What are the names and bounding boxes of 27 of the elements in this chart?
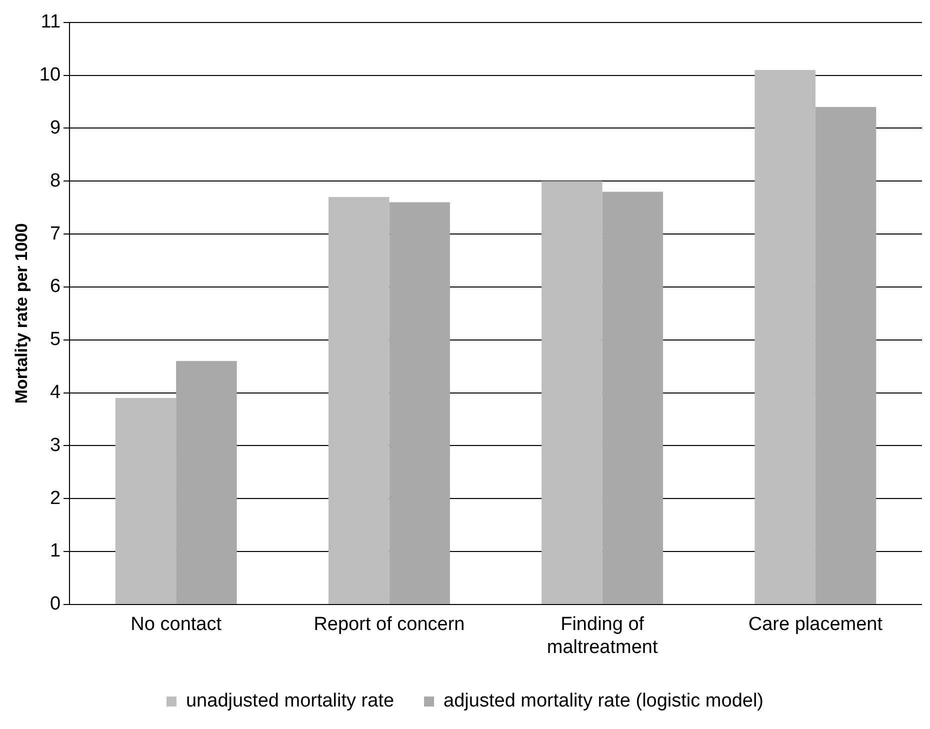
bar [115,398,176,604]
bar [602,192,664,604]
y-tick-label: 0 [50,594,61,615]
x-tick-label: Finding of maltreatment [546,614,658,658]
y-tick-label: 6 [50,276,61,298]
y-axis-title: Mortality rate per 1000 [12,223,31,404]
y-tick-label: 8 [50,170,61,192]
bar [328,197,390,604]
bar [754,70,816,604]
legend-label: unadjusted mortality rate [186,690,394,712]
x-tick-label: Care placement [748,614,884,636]
y-tick-label: 10 [39,64,61,86]
x-tick-label: No contact [130,614,222,636]
y-tick-label: 7 [50,223,61,244]
y-tick-label: 11 [40,12,61,33]
y-tick-label: 3 [50,434,61,456]
y-tick-label: 1 [50,540,61,562]
bar [542,181,602,604]
bar [389,202,450,604]
bar [815,107,876,604]
legend-label: adjusted mortality rate (logistic model) [444,690,764,712]
x-tick-label: Report of concern [314,614,465,636]
y-tick-label: 2 [50,488,61,509]
y-tick-label: 5 [50,329,61,350]
y-tick-label: 4 [50,382,61,403]
bar [176,361,237,604]
y-tick-label: 9 [50,117,61,138]
